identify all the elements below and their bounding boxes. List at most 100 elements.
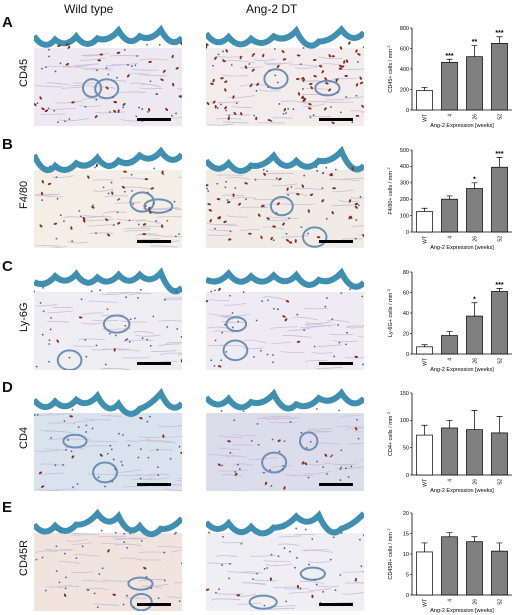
bar: [466, 56, 483, 111]
y-tick-label: 50: [403, 445, 409, 451]
x-axis-label: Ang-2 Expression [weeks]: [430, 367, 494, 373]
micrograph-wild-type: [34, 383, 182, 491]
micrograph-ang2-dt: [206, 18, 364, 126]
y-tick-label: 100: [400, 418, 409, 424]
chart-svg: CD45+ cells / mm 2 0 200 400 600 800 WT *** 4 ** 2…: [386, 26, 512, 129]
x-tick-label: 52: [497, 358, 503, 364]
error-bar: [446, 532, 453, 537]
bar-chart: CD4+ cells / mm 2 0 50 100 150 WT 4 26 52 Ang-2 E…: [384, 379, 520, 495]
bar: [416, 90, 433, 111]
bar-chart: CD45R+ cells / mm 2 0 5 10 15 20 WT 4 26 52 Ang-2 …: [384, 499, 520, 615]
micrograph-wild-type: [34, 503, 182, 611]
bar-chart: F4/80+ cells / mm 2 0 100 200 300 400 500 WT 4 * 2…: [384, 136, 520, 252]
y-tick-label: 0: [406, 108, 409, 114]
error-bar: [446, 331, 453, 336]
error-bar: [496, 416, 503, 433]
y-axis-label: CD4+ cells / mm 2: [386, 411, 394, 456]
y-tick-label: 15: [403, 531, 409, 537]
y-tick-label: 40: [403, 311, 409, 317]
micrograph-ang2-dt: [206, 503, 364, 611]
panel-letter: B: [2, 136, 13, 153]
bar: [466, 315, 483, 355]
y-tick-label: 0: [406, 593, 409, 599]
y-tick-label: 100: [400, 213, 409, 219]
panel-marker-label: CD45: [18, 58, 30, 88]
error-bar: [421, 344, 428, 347]
y-tick-label: 600: [400, 46, 409, 52]
error-bar: [496, 288, 503, 292]
micrograph-ang2-dt: [206, 140, 364, 248]
y-tick-label: 0: [406, 352, 409, 358]
y-tick-label: 300: [400, 181, 409, 187]
bar: [441, 61, 458, 111]
x-tick-label: 52: [497, 599, 503, 605]
error-bar: [446, 58, 453, 63]
y-axis-label: Ly-6G+ cells / mm 2: [386, 288, 394, 337]
x-tick-label: 4: [447, 114, 453, 117]
bar: [416, 211, 433, 233]
micrograph-wild-type: [34, 140, 182, 248]
bar: [416, 551, 433, 596]
x-tick-label: 26: [472, 599, 478, 605]
y-axis-label: CD45+ cells / mm 2: [386, 45, 394, 93]
bar: [466, 429, 483, 476]
significance-label: ***: [445, 53, 453, 60]
error-bar: [446, 419, 453, 428]
error-bar: [471, 302, 478, 317]
panel-marker-label: F4/80: [18, 180, 30, 210]
error-bar: [496, 36, 503, 44]
x-tick-label: 52: [497, 114, 503, 120]
y-axis-label: F4/80+ cells / mm 2: [386, 167, 394, 215]
micrograph-wild-type: [34, 262, 182, 370]
x-tick-label: 52: [497, 479, 503, 485]
significance-label: ***: [495, 282, 503, 289]
error-bar: [421, 207, 428, 212]
bar-chart: CD45+ cells / mm 2 0 200 400 600 800 WT *** 4 ** 2…: [384, 14, 520, 130]
x-axis-label: Ang-2 Expression [weeks]: [430, 123, 494, 129]
panel-marker-label: CD45R: [18, 539, 30, 577]
y-tick-label: 0: [406, 230, 409, 236]
bar: [441, 536, 458, 596]
bar-chart: Ly-6G+ cells / mm 2 0 20 40 60 80 WT 4 * 26 *** 52 A…: [384, 258, 520, 374]
x-tick-label: 26: [472, 236, 478, 242]
y-tick-label: 5: [406, 572, 409, 578]
x-axis-label: Ang-2 Expression [weeks]: [430, 488, 494, 494]
error-bar: [471, 410, 478, 430]
bar: [466, 188, 483, 233]
y-tick-label: 20: [403, 511, 409, 517]
micrograph-wild-type: [34, 18, 182, 126]
bar: [491, 43, 508, 111]
header-ang2-dt: Ang-2 DT: [246, 2, 298, 16]
chart-svg: F4/80+ cells / mm 2 0 100 200 300 400 500 WT 4 * 2…: [386, 148, 512, 251]
y-tick-label: 20: [403, 331, 409, 337]
error-bar: [471, 536, 478, 542]
error-bar: [471, 182, 478, 189]
x-axis-label: Ang-2 Expression [weeks]: [430, 608, 494, 614]
significance-label: *: [473, 296, 476, 303]
bar: [491, 166, 508, 233]
x-tick-label: WT: [422, 358, 428, 366]
header-wild-type: Wild type: [64, 2, 114, 16]
bar: [441, 427, 458, 476]
x-axis-label: Ang-2 Expression [weeks]: [430, 245, 494, 251]
error-bar: [421, 424, 428, 436]
x-tick-label: 26: [472, 479, 478, 485]
y-tick-label: 80: [403, 270, 409, 276]
significance-label: ***: [495, 30, 503, 37]
panel-letter: A: [2, 14, 13, 31]
x-tick-label: 4: [447, 358, 453, 361]
panel-marker-label: CD4: [18, 427, 30, 450]
bar: [491, 291, 508, 355]
x-tick-label: WT: [422, 236, 428, 244]
y-tick-label: 0: [406, 473, 409, 479]
bar: [491, 432, 508, 476]
y-tick-label: 60: [403, 290, 409, 296]
x-tick-label: 4: [447, 479, 453, 482]
y-tick-label: 150: [400, 391, 409, 397]
panel-marker-label: Ly-6G: [18, 302, 30, 332]
y-tick-label: 400: [400, 67, 409, 73]
x-tick-label: 4: [447, 236, 453, 239]
error-bar: [446, 195, 453, 200]
panel-letter: E: [2, 499, 13, 516]
x-tick-label: 52: [497, 236, 503, 242]
